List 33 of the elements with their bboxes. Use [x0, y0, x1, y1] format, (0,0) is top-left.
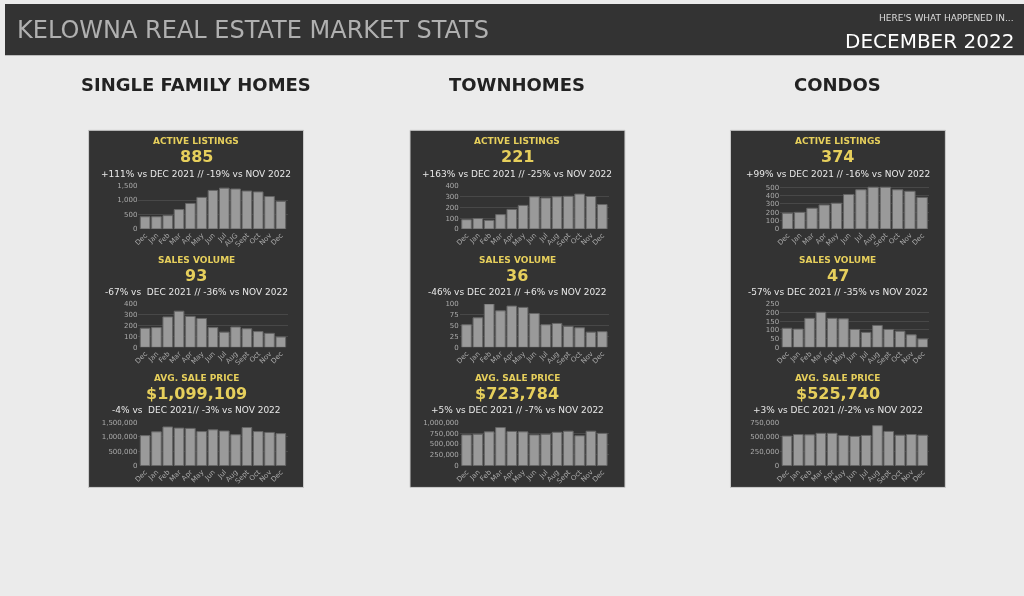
- chart-subtitle: 47: [827, 266, 850, 285]
- text: +163% vs DEC 2021 // -25% vs NOV 2022: [422, 169, 613, 179]
- chart-title: SALES VOLUME: [158, 255, 236, 265]
- text: SINGLE FAMILY HOMES: [81, 74, 311, 95]
- chart-subtitle: 221: [501, 147, 535, 166]
- chart-subtitle: $723,784: [475, 384, 560, 403]
- chart-title: SALES VOLUME: [799, 255, 877, 265]
- chart-title: ACTIVE LISTINGS: [153, 136, 239, 146]
- chart-subtitle: 36: [506, 266, 529, 285]
- text: -4% vs DEC 2021// -3% vs NOV 2022: [112, 405, 281, 415]
- chart-subtitle: 374: [821, 147, 855, 166]
- text: TOWNHOMES: [449, 74, 586, 95]
- chart-subtitle: 885: [180, 147, 214, 166]
- chart-title: AVG. SALE PRICE: [795, 373, 881, 383]
- chart-subtitle: 93: [185, 266, 208, 285]
- text: -46% vs DEC 2021 // +6% vs NOV 2022: [428, 287, 607, 297]
- text: +5% vs DEC 2021 // -7% vs NOV 2022: [431, 405, 604, 415]
- chart-subtitle: $1,099,109: [146, 384, 248, 403]
- chart-title: AVG. SALE PRICE: [475, 373, 561, 383]
- chart-title: AVG. SALE PRICE: [154, 373, 240, 383]
- chart-title: ACTIVE LISTINGS: [795, 136, 881, 146]
- chart-title: SALES VOLUME: [479, 255, 557, 265]
- text: +99% vs DEC 2021 // -16% vs NOV 2022: [746, 169, 931, 179]
- text: +111% vs DEC 2021 // -19% vs NOV 2022: [101, 169, 292, 179]
- text: -67% vs DEC 2021 // -36% vs NOV 2022: [105, 287, 288, 297]
- chart-subtitle: $525,740: [796, 384, 881, 403]
- text: -57% vs DEC 2021 // -35% vs NOV 2022: [748, 287, 929, 297]
- text: KELOWNA REAL ESTATE MARKET STATS: [17, 16, 489, 44]
- text: CONDOS: [794, 74, 881, 95]
- text: +3% vs DEC 2021 //-2% vs NOV 2022: [753, 405, 923, 415]
- text: DECEMBER 2022: [845, 29, 1015, 53]
- text: HERE'S WHAT HAPPENED IN...: [879, 13, 1014, 23]
- chart-title: ACTIVE LISTINGS: [474, 136, 560, 146]
